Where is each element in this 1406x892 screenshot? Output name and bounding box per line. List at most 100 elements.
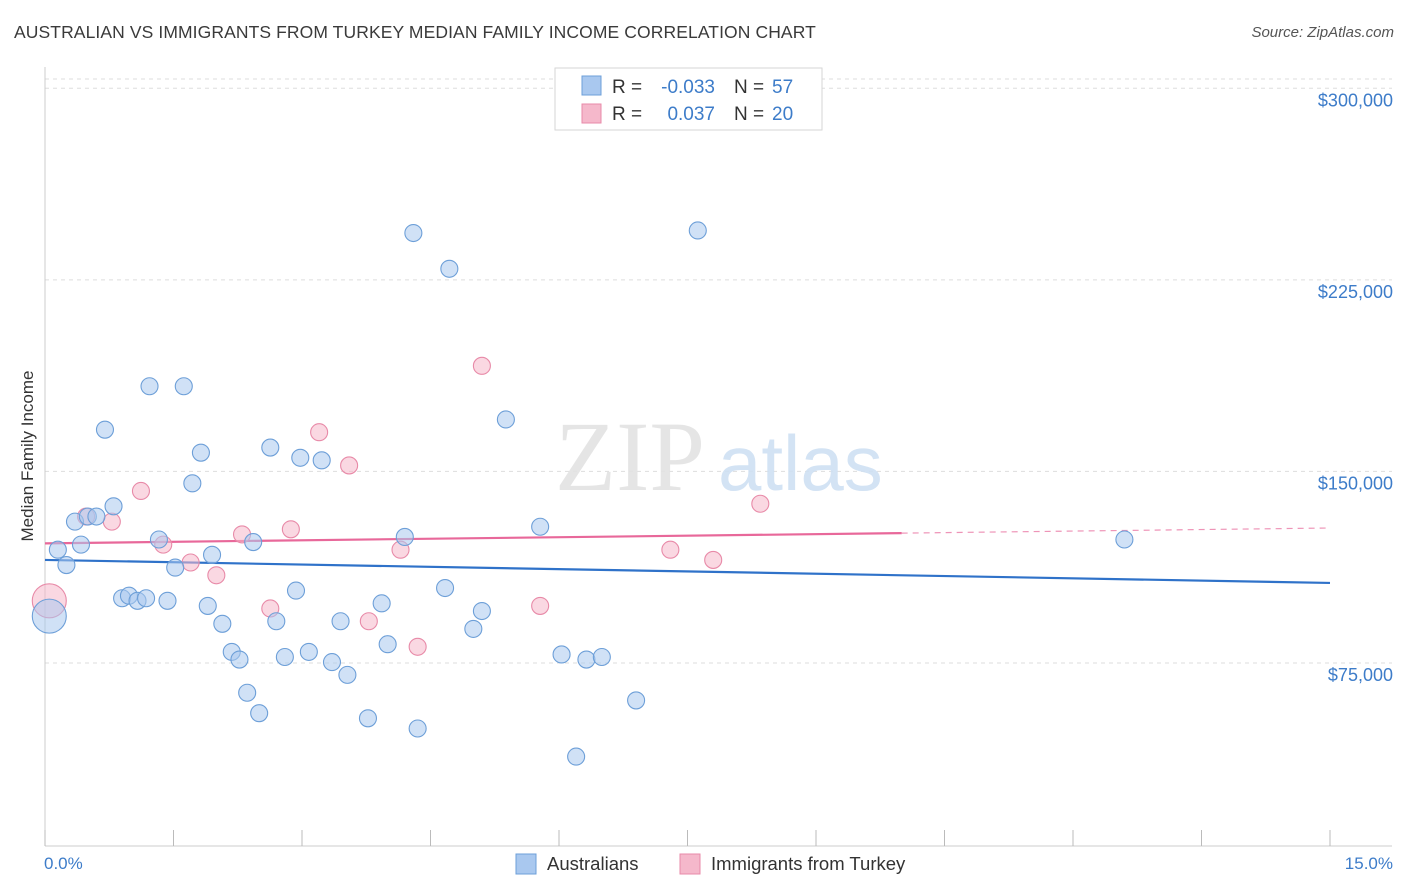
australians-point-1 [48, 540, 67, 559]
australians-point-42 [404, 223, 423, 243]
australians-point-26 [244, 533, 263, 552]
legend-n-value-2: 20 [772, 104, 793, 125]
turkey-point-2 [102, 512, 121, 531]
australians-point-4 [71, 535, 91, 554]
australians-point-41 [395, 527, 414, 547]
legend-r-label-2: R = [612, 104, 642, 125]
australians-point-40 [378, 635, 397, 654]
legend-r-value-1: -0.033 [661, 77, 715, 98]
legend-n-label-2: N = [734, 104, 764, 125]
australians-point-49 [531, 517, 550, 536]
y-tick-label-3: $300,000 [1318, 90, 1393, 110]
axes [44, 67, 1392, 847]
trend-lines [44, 527, 1331, 585]
australians-point-38 [358, 709, 378, 728]
gridlines [45, 78, 1392, 664]
australians-point-37 [338, 665, 357, 684]
x-tick-label-max: 15.0% [1345, 854, 1393, 873]
turkey-point-17 [661, 540, 680, 559]
australians-point-33 [299, 642, 318, 661]
australians-point-45 [440, 259, 459, 278]
australians-point-56 [1115, 530, 1134, 549]
australians-point-50 [552, 645, 571, 664]
australians-point-29 [267, 612, 286, 631]
bottom-legend-swatch-australians [515, 853, 537, 875]
australians-point-15 [158, 591, 177, 610]
turkey-point-19 [751, 494, 770, 513]
australians-point-28 [261, 438, 280, 457]
legend-n-label-1: N = [734, 77, 764, 98]
turkey-point-10 [310, 423, 329, 442]
australians-point-24 [230, 650, 249, 669]
turkey-point-15 [472, 356, 491, 375]
watermark-zip: ZIP [555, 401, 705, 512]
turkey-point-11 [340, 456, 359, 475]
australians-point-43 [408, 719, 427, 738]
y-tick-labels: $75,000 $150,000 $225,000 $300,000 [1318, 90, 1393, 685]
turkey-point-9 [281, 520, 300, 539]
australians-point-35 [322, 653, 342, 672]
y-axis-label: Median Family Income [18, 370, 37, 541]
australians-point-18 [183, 474, 202, 493]
turkey-point-14 [408, 637, 427, 656]
correlation-legend: R = -0.033 N = 57 R = 0.037 N = 20 [554, 67, 823, 131]
legend-n-value-1: 57 [772, 77, 793, 98]
legend-swatch-turkey [581, 103, 602, 124]
x-tick-labels: 0.0% 15.0% [44, 854, 1393, 873]
australians-point-13 [140, 377, 159, 396]
australians-point-44 [436, 578, 455, 598]
australians-point-21 [203, 545, 222, 564]
y-tick-label-0: $75,000 [1328, 665, 1393, 685]
australians-point-52 [577, 650, 596, 669]
watermark-atlas: atlas [718, 419, 883, 507]
australians-point-20 [198, 596, 217, 615]
y-tick-label-1: $150,000 [1318, 473, 1393, 493]
australians-point-47 [472, 601, 491, 621]
australians-point-16 [166, 558, 185, 577]
australians-point-48 [496, 410, 515, 429]
turkey-point-16 [531, 596, 550, 615]
legend-r-value-2: 0.037 [667, 104, 715, 125]
australians-point-22 [213, 614, 232, 633]
bottom-legend-swatch-turkey [679, 853, 701, 875]
australians-point-30 [275, 647, 294, 667]
australians-point-51 [567, 747, 586, 766]
chart-title: AUSTRALIAN VS IMMIGRANTS FROM TURKEY MED… [14, 22, 816, 42]
turkey-point-18 [704, 550, 723, 569]
legend-r-label-1: R = [612, 77, 642, 98]
watermark: ZIP atlas [555, 401, 883, 512]
australians-point-55 [688, 221, 707, 240]
trend-line-dashed-1 [901, 527, 1331, 534]
australians-point-0 [31, 598, 67, 634]
bottom-legend-label-turkey: Immigrants from Turkey [711, 853, 906, 874]
series-legend: Australians Immigrants from Turkey [515, 853, 906, 875]
source-label: Source: ZipAtlas.com [1251, 24, 1394, 41]
australians-point-39 [372, 594, 391, 613]
australians-point-17 [174, 377, 193, 396]
australians-point-32 [291, 448, 310, 467]
trend-line-1 [44, 532, 902, 545]
legend-swatch-australians [581, 75, 602, 96]
australians-point-46 [464, 619, 483, 638]
australians-point-27 [250, 704, 269, 723]
australians-point-34 [312, 451, 331, 470]
x-tick-label-min: 0.0% [44, 854, 83, 873]
y-tick-label-2: $225,000 [1318, 282, 1393, 302]
australians-point-7 [95, 420, 115, 439]
turkey-point-5 [181, 553, 200, 572]
australians-point-6 [87, 507, 106, 526]
australians-point-12 [137, 589, 156, 608]
turkey-point-12 [359, 612, 378, 631]
australians-point-54 [627, 691, 646, 710]
australians-point-25 [238, 683, 257, 702]
bottom-legend-label-australians: Australians [547, 853, 639, 874]
australians-point-31 [286, 581, 306, 600]
australians-point-19 [191, 443, 210, 462]
australians-point-2 [57, 555, 76, 575]
australians-point-14 [149, 530, 168, 549]
data-points [31, 221, 1134, 766]
turkey-point-6 [207, 566, 226, 585]
australians-point-36 [331, 612, 350, 631]
trend-line-0 [44, 558, 1331, 585]
